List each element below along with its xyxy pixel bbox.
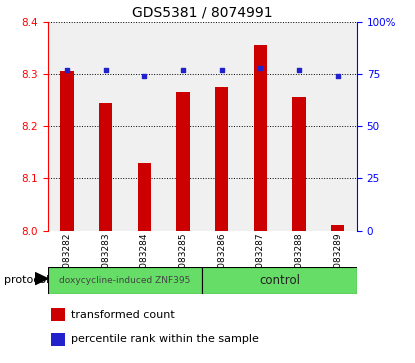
Polygon shape xyxy=(35,273,48,285)
Text: percentile rank within the sample: percentile rank within the sample xyxy=(71,334,259,344)
Bar xyxy=(331,225,344,231)
Bar xyxy=(215,87,228,231)
Text: GSM1083282: GSM1083282 xyxy=(63,232,71,293)
Text: doxycycline-induced ZNF395: doxycycline-induced ZNF395 xyxy=(59,276,191,285)
Text: control: control xyxy=(259,274,300,287)
Bar xyxy=(138,163,151,231)
Text: GSM1083285: GSM1083285 xyxy=(178,232,188,293)
Point xyxy=(64,67,71,73)
Title: GDS5381 / 8074991: GDS5381 / 8074991 xyxy=(132,5,273,19)
Bar xyxy=(51,309,65,321)
Point xyxy=(218,67,225,73)
Text: GSM1083287: GSM1083287 xyxy=(256,232,265,293)
Bar xyxy=(202,267,357,294)
Text: transformed count: transformed count xyxy=(71,310,175,320)
Bar xyxy=(60,72,74,231)
Point xyxy=(257,65,264,71)
Point xyxy=(141,73,148,79)
Bar xyxy=(176,92,190,231)
Text: GSM1083283: GSM1083283 xyxy=(101,232,110,293)
Point xyxy=(180,67,186,73)
Point xyxy=(334,73,341,79)
Bar xyxy=(51,333,65,346)
Text: GSM1083289: GSM1083289 xyxy=(333,232,342,293)
Text: GSM1083286: GSM1083286 xyxy=(217,232,226,293)
Bar xyxy=(48,267,202,294)
Point xyxy=(295,67,302,73)
Bar xyxy=(254,45,267,231)
Text: GSM1083288: GSM1083288 xyxy=(294,232,303,293)
Bar xyxy=(292,97,306,231)
Point xyxy=(103,67,109,73)
Text: GSM1083284: GSM1083284 xyxy=(140,232,149,293)
Bar xyxy=(99,103,112,231)
Text: protocol: protocol xyxy=(4,275,49,285)
